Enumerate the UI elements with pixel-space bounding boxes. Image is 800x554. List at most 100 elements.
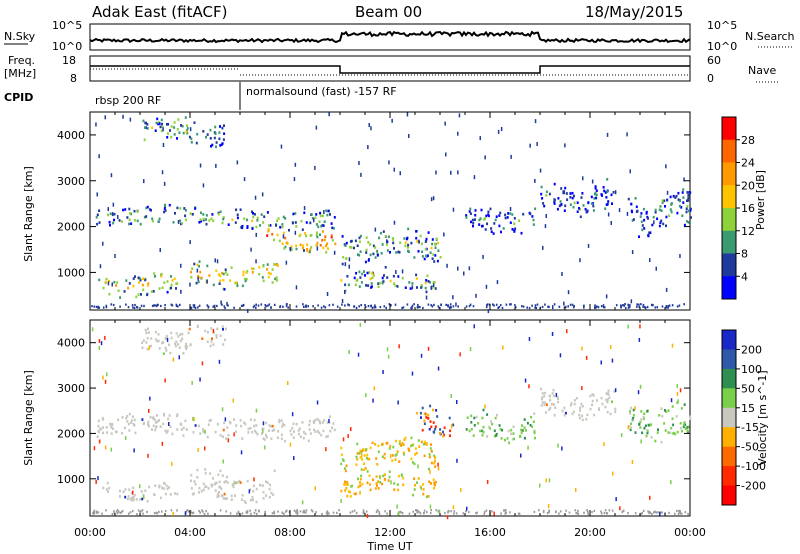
speckle-cell — [582, 176, 584, 181]
range-cell — [381, 482, 383, 486]
range-cell — [167, 417, 170, 421]
range-cell — [369, 277, 372, 281]
range-cell — [263, 215, 266, 218]
speckle-cell — [227, 438, 230, 443]
range-cell — [380, 252, 383, 255]
speckle-cell — [486, 479, 489, 484]
range-cell — [252, 484, 255, 488]
range-cell — [241, 224, 244, 228]
ground-scatter-cell — [153, 512, 156, 515]
ground-scatter-cell — [438, 306, 441, 309]
range-cell — [376, 463, 379, 466]
ground-scatter-cell — [332, 511, 335, 514]
range-cell — [561, 409, 564, 413]
speckle-cell — [91, 327, 94, 332]
ground-scatter-cell — [608, 509, 611, 512]
range-cell — [112, 221, 115, 225]
range-cell — [432, 408, 434, 412]
ground-scatter-cell — [583, 511, 585, 514]
range-cell — [119, 495, 121, 498]
speckle-cell — [557, 443, 559, 448]
ground-scatter-cell — [674, 512, 676, 515]
speckle-cell — [348, 350, 350, 354]
colorbar-swatch — [722, 139, 736, 163]
range-cell — [424, 281, 427, 285]
range-cell — [369, 446, 372, 450]
range-cell — [150, 337, 153, 340]
range-cell — [595, 193, 598, 197]
range-cell — [294, 212, 297, 215]
colorbar-tick-label: 8 — [741, 248, 748, 261]
range-cell — [325, 250, 328, 254]
range-cell — [347, 283, 350, 287]
ground-scatter-cell — [651, 303, 653, 306]
range-cell — [115, 284, 118, 287]
range-cell — [182, 352, 185, 355]
range-cell — [549, 406, 552, 410]
range-cell — [489, 207, 492, 211]
speckle-cell — [192, 416, 194, 421]
range-cell — [276, 279, 279, 282]
ground-scatter-cell — [158, 510, 160, 513]
range-cell — [393, 247, 395, 250]
range-cell — [161, 341, 164, 345]
ground-scatter-cell — [105, 304, 108, 307]
ground-scatter-cell — [146, 510, 148, 513]
range-cell — [377, 450, 380, 454]
range-cell — [327, 209, 330, 213]
range-cell — [126, 420, 129, 423]
range-cell — [687, 221, 690, 224]
speckle-cell — [189, 240, 191, 245]
range-cell — [510, 428, 513, 432]
range-cell — [307, 439, 310, 443]
range-cell — [474, 218, 476, 221]
range-cell — [343, 467, 346, 470]
range-cell — [224, 271, 227, 274]
range-cell — [682, 188, 685, 191]
range-cell — [473, 416, 476, 420]
speckle-cell — [143, 179, 145, 184]
range-cell — [156, 420, 159, 423]
range-cell — [425, 254, 428, 258]
range-cell — [407, 227, 410, 231]
range-cell — [606, 410, 609, 414]
range-cell — [360, 474, 363, 478]
speckle-cell — [314, 486, 316, 491]
ground-scatter-cell — [277, 510, 279, 513]
range-cell — [417, 477, 420, 480]
speckle-cell — [534, 178, 536, 183]
range-cell — [145, 331, 148, 335]
y-tick-label: 4000 — [57, 337, 85, 350]
range-cell — [356, 452, 359, 455]
range-cell — [282, 422, 284, 426]
ground-scatter-cell — [431, 305, 434, 308]
range-cell — [139, 222, 142, 226]
range-cell — [478, 223, 481, 226]
range-cell — [554, 406, 557, 409]
range-cell — [329, 213, 331, 216]
speckle-cell — [106, 372, 108, 377]
range-cell — [299, 233, 302, 237]
range-cell — [513, 230, 516, 233]
range-cell — [192, 431, 195, 434]
range-cell — [506, 437, 509, 440]
range-cell — [434, 246, 437, 249]
range-cell — [180, 124, 182, 127]
ground-scatter-cell — [514, 306, 517, 309]
ground-scatter-cell — [555, 510, 557, 513]
ground-scatter-cell — [504, 512, 507, 515]
speckle-cell — [444, 121, 446, 126]
ground-scatter-cell — [358, 305, 360, 308]
range-cell — [381, 455, 384, 458]
range-cell — [122, 208, 125, 212]
speckle-cell — [497, 129, 500, 134]
speckle-cell — [379, 475, 381, 480]
range-cell — [285, 241, 288, 245]
range-cell — [235, 430, 238, 433]
range-cell — [207, 423, 210, 426]
speckle-cell — [168, 422, 170, 426]
range-cell — [494, 218, 497, 222]
range-cell — [607, 200, 610, 203]
range-cell — [283, 424, 286, 427]
speckle-cell — [221, 407, 224, 412]
